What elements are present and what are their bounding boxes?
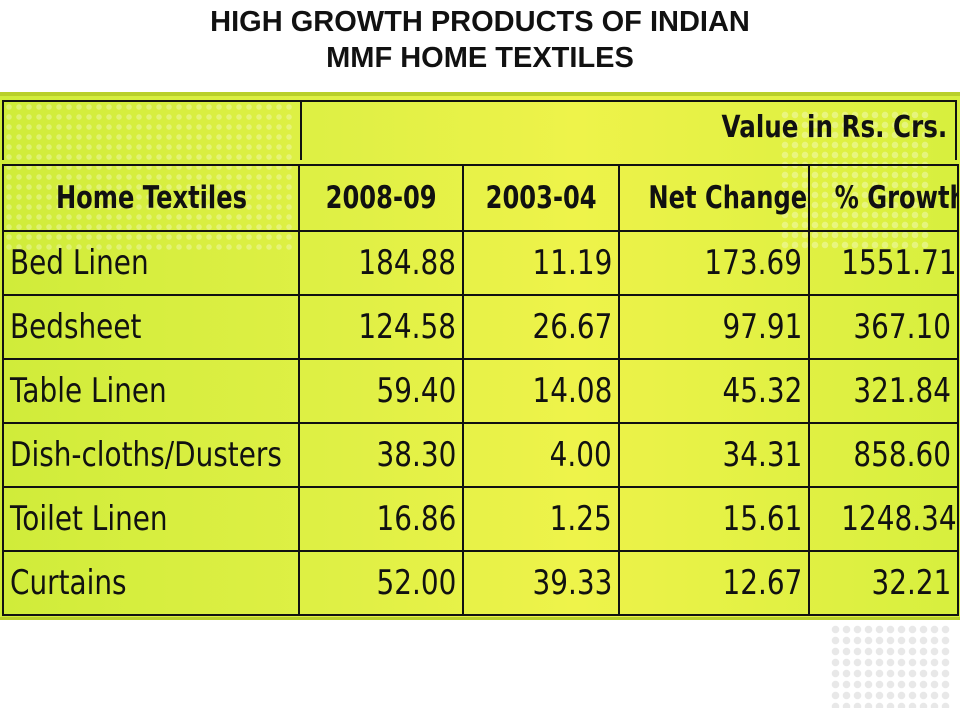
table-row: Dish-cloths/Dusters 38.30 4.00 34.31 858… — [2, 422, 959, 488]
cell-percent-growth: 321.84 — [808, 358, 959, 424]
table-row: Bedsheet 124.58 26.67 97.91 367.10 — [2, 294, 959, 360]
cell-2003-04: 1.25 — [462, 486, 620, 552]
cell-2003-04: 14.08 — [462, 358, 620, 424]
row-label: Table Linen — [2, 358, 300, 424]
cell-net-change: 173.69 — [618, 230, 810, 296]
header-percent-growth: % Growth — [808, 164, 959, 232]
cell-2003-04: 39.33 — [462, 550, 620, 616]
title-line-2: MMF HOME TEXTILES — [326, 42, 634, 74]
cell-net-change: 34.31 — [618, 422, 810, 488]
cell-percent-growth: 367.10 — [808, 294, 959, 360]
cell-2008-09: 184.88 — [298, 230, 464, 296]
row-label: Curtains — [2, 550, 300, 616]
cell-percent-growth: 32.21 — [808, 550, 959, 616]
table-row: Curtains 52.00 39.33 12.67 32.21 — [2, 550, 959, 616]
row-label: Bedsheet — [2, 294, 300, 360]
page-title: HIGH GROWTH PRODUCTS OF INDIAN MMF HOME … — [0, 4, 960, 76]
row-label: Dish-cloths/Dusters — [2, 422, 300, 488]
table-panel: Value in Rs. Crs. Home Textiles 2008-09 … — [0, 92, 960, 620]
cell-percent-growth: 858.60 — [808, 422, 959, 488]
cell-2008-09: 38.30 — [298, 422, 464, 488]
unit-label: Value in Rs. Crs. — [721, 110, 947, 145]
header-2008-09: 2008-09 — [298, 164, 464, 232]
cell-percent-growth: 1551.71 — [808, 230, 959, 296]
table-row: Bed Linen 184.88 11.19 173.69 1551.71 — [2, 230, 959, 296]
decorative-corner-dots — [830, 624, 950, 708]
title-line-1: HIGH GROWTH PRODUCTS OF INDIAN — [210, 6, 750, 38]
cell-net-change: 12.67 — [618, 550, 810, 616]
unit-row-empty-cell — [4, 102, 302, 160]
cell-net-change: 15.61 — [618, 486, 810, 552]
row-label: Toilet Linen — [2, 486, 300, 552]
header-net-change: Net Change — [618, 164, 810, 232]
table-row: Table Linen 59.40 14.08 45.32 321.84 — [2, 358, 959, 424]
cell-2008-09: 59.40 — [298, 358, 464, 424]
unit-row: Value in Rs. Crs. — [2, 100, 957, 160]
header-home-textiles: Home Textiles — [2, 164, 300, 232]
cell-net-change: 97.91 — [618, 294, 810, 360]
cell-percent-growth: 1248.34 — [808, 486, 959, 552]
cell-net-change: 45.32 — [618, 358, 810, 424]
growth-table: Home Textiles 2008-09 2003-04 Net Change… — [2, 164, 959, 616]
cell-2003-04: 4.00 — [462, 422, 620, 488]
header-2003-04: 2003-04 — [462, 164, 620, 232]
cell-2003-04: 11.19 — [462, 230, 620, 296]
cell-2008-09: 16.86 — [298, 486, 464, 552]
table-header-row: Home Textiles 2008-09 2003-04 Net Change… — [2, 164, 959, 232]
row-label: Bed Linen — [2, 230, 300, 296]
table-row: Toilet Linen 16.86 1.25 15.61 1248.34 — [2, 486, 959, 552]
cell-2003-04: 26.67 — [462, 294, 620, 360]
cell-2008-09: 124.58 — [298, 294, 464, 360]
cell-2008-09: 52.00 — [298, 550, 464, 616]
